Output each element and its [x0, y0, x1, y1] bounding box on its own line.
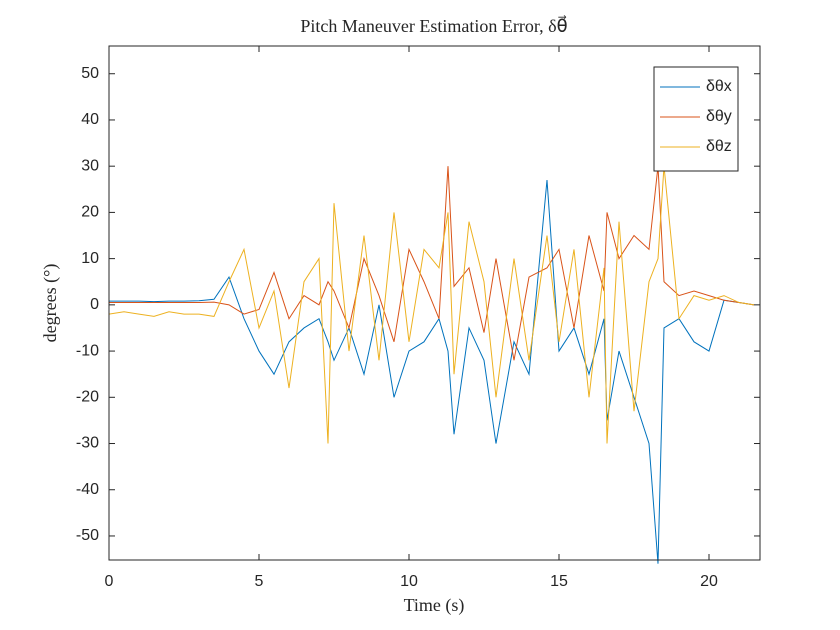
x-tick-label: 0: [105, 573, 114, 590]
data-line: [109, 180, 755, 564]
legend-label: δθy: [706, 108, 732, 125]
y-tick-label: 10: [81, 250, 99, 267]
x-tick-label: 15: [550, 573, 568, 590]
y-tick-label: 30: [81, 157, 99, 174]
y-tick-label: -50: [76, 527, 99, 544]
x-tick-label: 5: [255, 573, 264, 590]
legend-box: [653, 66, 739, 172]
y-axis-label: degrees (°): [40, 264, 61, 343]
y-tick-label: -20: [76, 389, 99, 406]
x-axis-label: Time (s): [404, 595, 465, 616]
y-tick-label: -40: [76, 481, 99, 498]
y-tick-label: 50: [81, 65, 99, 82]
y-tick-label: 20: [81, 204, 99, 221]
y-tick-label: 0: [90, 296, 99, 313]
data-line: [108, 166, 755, 444]
x-tick-label: 10: [400, 573, 418, 590]
axes-box: [108, 45, 761, 561]
chart-title: Pitch Maneuver Estimation Error, δθ⃗: [300, 15, 567, 36]
y-tick-label: -30: [76, 435, 99, 452]
y-tick-label: -10: [76, 342, 99, 359]
x-tick-label: 20: [700, 573, 718, 590]
legend-label: δθx: [706, 78, 732, 95]
legend-label: δθz: [706, 138, 732, 155]
y-tick-label: 40: [81, 111, 99, 128]
